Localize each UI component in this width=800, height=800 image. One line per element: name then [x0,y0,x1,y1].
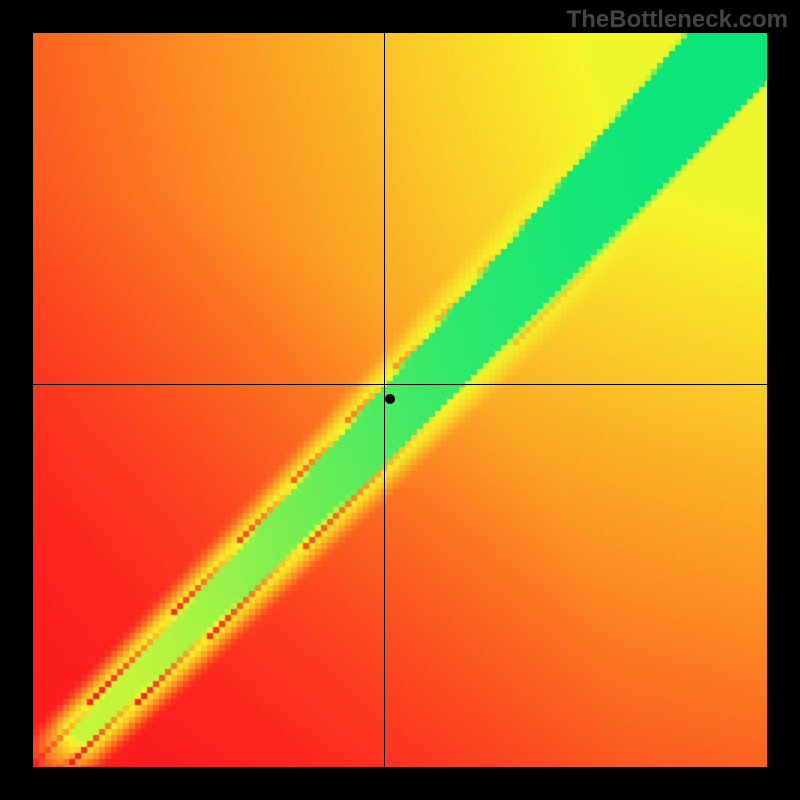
heatmap-canvas [33,33,767,767]
chart-outer-frame: TheBottleneck.com [0,0,800,800]
watermark-label: TheBottleneck.com [567,6,788,34]
heatmap-plot-area [33,33,767,767]
